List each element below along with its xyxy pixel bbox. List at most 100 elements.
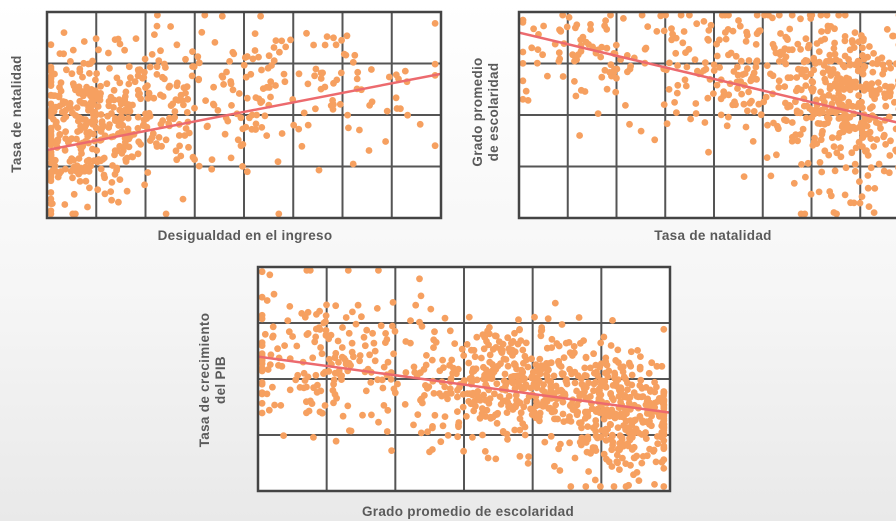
data-point bbox=[882, 141, 889, 148]
data-point bbox=[555, 49, 563, 57]
data-point bbox=[317, 344, 324, 351]
data-point bbox=[644, 395, 652, 403]
data-point bbox=[344, 267, 352, 274]
data-point bbox=[54, 138, 61, 146]
data-point bbox=[512, 401, 520, 409]
data-point bbox=[332, 437, 340, 445]
data-point bbox=[358, 313, 365, 321]
data-point bbox=[226, 58, 234, 65]
data-point bbox=[315, 166, 323, 174]
data-point bbox=[321, 402, 329, 409]
data-point bbox=[515, 316, 522, 324]
data-point bbox=[361, 342, 369, 350]
data-point bbox=[522, 339, 530, 347]
data-point bbox=[860, 35, 867, 43]
data-point bbox=[835, 85, 842, 93]
data-point bbox=[656, 412, 663, 420]
data-point bbox=[489, 413, 497, 421]
data-point bbox=[742, 38, 750, 45]
data-point bbox=[359, 411, 366, 419]
data-point bbox=[243, 94, 251, 102]
data-point bbox=[621, 392, 629, 399]
data-point bbox=[350, 353, 357, 361]
data-point bbox=[500, 377, 508, 385]
data-point bbox=[630, 389, 638, 397]
data-point bbox=[540, 22, 547, 30]
data-point bbox=[806, 104, 813, 112]
data-point bbox=[505, 401, 513, 409]
data-point bbox=[293, 342, 301, 350]
data-point bbox=[621, 441, 629, 449]
data-point bbox=[132, 35, 140, 42]
plot-area bbox=[45, 10, 443, 220]
data-point bbox=[707, 21, 715, 29]
data-point bbox=[277, 402, 285, 409]
data-point bbox=[380, 402, 388, 409]
data-point bbox=[870, 143, 878, 150]
data-point bbox=[804, 159, 812, 167]
data-point bbox=[865, 203, 873, 211]
data-point bbox=[495, 338, 503, 345]
data-point bbox=[856, 199, 864, 207]
data-point bbox=[602, 17, 609, 24]
data-point bbox=[141, 181, 149, 189]
data-point bbox=[602, 425, 610, 433]
data-point bbox=[375, 267, 382, 274]
data-point bbox=[567, 483, 575, 490]
data-point bbox=[687, 115, 694, 123]
data-point bbox=[835, 12, 843, 19]
data-point bbox=[416, 318, 423, 326]
data-point bbox=[329, 106, 337, 113]
data-point bbox=[597, 53, 605, 61]
data-point bbox=[332, 302, 340, 310]
data-point bbox=[431, 142, 439, 150]
data-point bbox=[775, 58, 783, 65]
data-point bbox=[582, 394, 589, 401]
data-point bbox=[263, 132, 271, 140]
data-point bbox=[680, 28, 688, 35]
data-point bbox=[79, 73, 86, 81]
data-point bbox=[304, 121, 312, 129]
data-point bbox=[128, 153, 136, 161]
data-point bbox=[598, 73, 606, 81]
data-point bbox=[86, 87, 94, 95]
data-point bbox=[466, 390, 474, 398]
data-point bbox=[172, 147, 180, 155]
data-point bbox=[710, 90, 717, 97]
data-point bbox=[825, 91, 833, 99]
data-point bbox=[218, 12, 226, 20]
data-point bbox=[821, 147, 829, 155]
data-point bbox=[627, 348, 635, 356]
chart-birth-rate-vs-schooling: Tasa de natalidad Grado promedio de esco… bbox=[470, 10, 896, 243]
data-point bbox=[781, 45, 789, 53]
data-point bbox=[75, 170, 83, 178]
data-point bbox=[282, 43, 290, 51]
data-point bbox=[137, 141, 145, 148]
data-point bbox=[489, 366, 497, 374]
data-point bbox=[559, 73, 567, 80]
data-point bbox=[86, 70, 93, 77]
data-point bbox=[85, 167, 93, 175]
data-point bbox=[563, 23, 571, 31]
data-point bbox=[47, 126, 55, 133]
data-point bbox=[557, 440, 564, 448]
data-point bbox=[813, 140, 821, 148]
data-point bbox=[368, 411, 375, 419]
data-point bbox=[195, 59, 203, 67]
data-point bbox=[446, 385, 454, 393]
data-point bbox=[772, 49, 780, 57]
data-point bbox=[638, 393, 645, 401]
data-point bbox=[788, 46, 796, 54]
data-point bbox=[666, 59, 673, 67]
data-point bbox=[383, 107, 391, 115]
data-point bbox=[485, 400, 493, 407]
data-point bbox=[370, 339, 378, 347]
data-point bbox=[416, 275, 423, 283]
data-point bbox=[516, 415, 524, 423]
data-point bbox=[103, 80, 111, 88]
data-point bbox=[576, 132, 583, 139]
data-point bbox=[321, 41, 329, 49]
data-point bbox=[547, 432, 555, 440]
data-point bbox=[837, 144, 844, 152]
data-point bbox=[111, 151, 118, 159]
